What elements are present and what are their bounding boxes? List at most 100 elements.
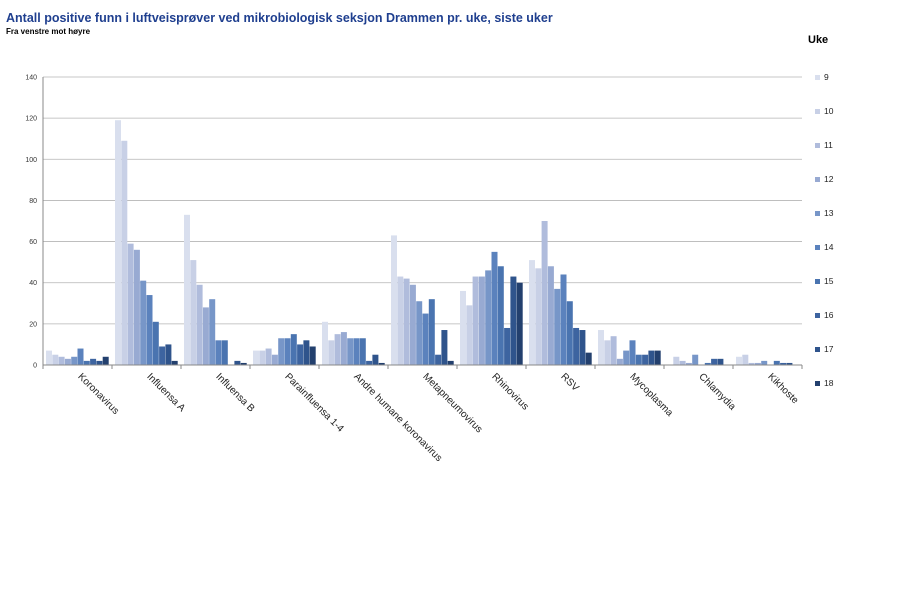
x-category-label: Kikhoste	[765, 371, 800, 406]
bar	[573, 327, 580, 365]
bar	[271, 354, 278, 365]
bar	[58, 356, 65, 365]
bar	[196, 284, 203, 365]
bar	[334, 334, 341, 365]
bar	[679, 360, 686, 365]
bar	[466, 305, 473, 365]
bar	[623, 350, 630, 365]
bar	[322, 321, 328, 365]
x-category-label: Rhinovirus	[489, 371, 530, 412]
bar	[736, 356, 742, 365]
bar	[202, 307, 209, 365]
bar	[52, 354, 59, 365]
bar	[711, 358, 718, 365]
bar	[253, 350, 259, 365]
bar	[115, 120, 121, 365]
bar	[340, 332, 347, 365]
bar	[566, 301, 573, 365]
bar	[435, 354, 442, 365]
bar	[585, 352, 592, 365]
bar	[83, 360, 90, 365]
bar	[221, 340, 228, 365]
bar	[535, 268, 542, 365]
bar	[240, 362, 247, 365]
legend-label: 18	[824, 378, 834, 388]
x-category-label: Koronavirus	[75, 371, 121, 417]
bar	[77, 348, 84, 365]
bar	[742, 354, 749, 365]
bar	[472, 276, 479, 365]
bar	[529, 260, 535, 365]
bar	[372, 354, 379, 365]
bar	[234, 360, 241, 365]
bar	[685, 362, 692, 365]
bar	[478, 276, 485, 365]
bar	[497, 266, 504, 365]
bar	[604, 340, 611, 365]
x-category-label: Metapneumovirus	[420, 371, 484, 435]
y-tick-label: 60	[29, 239, 37, 246]
legend-swatch	[815, 211, 820, 216]
bar	[297, 344, 304, 365]
legend-swatch	[815, 347, 820, 352]
chart-subtitle: Fra venstre mot høyre	[6, 27, 91, 36]
bar	[397, 276, 404, 365]
bar	[259, 350, 266, 365]
legend-swatch	[815, 313, 820, 318]
y-tick-label: 80	[29, 198, 37, 205]
bar	[780, 362, 787, 365]
bar	[416, 301, 423, 365]
legend-swatch	[815, 75, 820, 80]
legend-label: 9	[824, 72, 829, 82]
bar	[761, 360, 768, 365]
axis-layer: 0 20 40 60 80 100 120 140 Koronavirus Influensa A…	[25, 75, 803, 464]
legend-label: 16	[824, 310, 834, 320]
bar	[121, 140, 128, 365]
bar	[541, 221, 548, 365]
bar	[516, 282, 523, 365]
bar	[692, 354, 699, 365]
bar	[635, 354, 642, 365]
bar	[215, 340, 222, 365]
bar	[773, 360, 780, 365]
bar	[152, 321, 159, 365]
legend-swatch	[815, 143, 820, 148]
y-tick-label: 0	[33, 363, 37, 370]
bar	[403, 278, 410, 365]
legend-label: 10	[824, 106, 834, 116]
bar	[309, 346, 316, 365]
bar	[460, 290, 466, 365]
bar	[90, 358, 97, 365]
bar	[64, 358, 71, 365]
bar	[579, 330, 586, 365]
bar	[278, 338, 285, 365]
bar	[673, 356, 680, 365]
legend-label: 12	[824, 174, 834, 184]
bar	[159, 346, 166, 365]
bar	[754, 362, 761, 365]
bar	[303, 340, 310, 365]
bar	[366, 360, 373, 365]
bar	[359, 338, 366, 365]
legend-swatch	[815, 177, 820, 182]
y-tick-label: 100	[25, 157, 37, 164]
bar	[328, 340, 335, 365]
legend-label: 14	[824, 242, 834, 252]
legend-swatch	[815, 245, 820, 250]
legend-label: 13	[824, 208, 834, 218]
x-category-label: Chlamydia	[696, 371, 737, 412]
bars-layer	[46, 120, 793, 365]
bar	[140, 280, 147, 365]
legend: 9 10 11 12 13 14 15 16 17 18	[815, 72, 834, 388]
bar	[184, 214, 190, 365]
bar	[127, 243, 134, 365]
bar	[146, 295, 153, 365]
bar	[491, 251, 498, 365]
bar	[717, 358, 724, 365]
bar	[171, 360, 178, 365]
y-tick-label: 120	[25, 116, 37, 123]
bar	[133, 249, 140, 365]
bar	[447, 360, 454, 365]
bar	[554, 288, 561, 365]
